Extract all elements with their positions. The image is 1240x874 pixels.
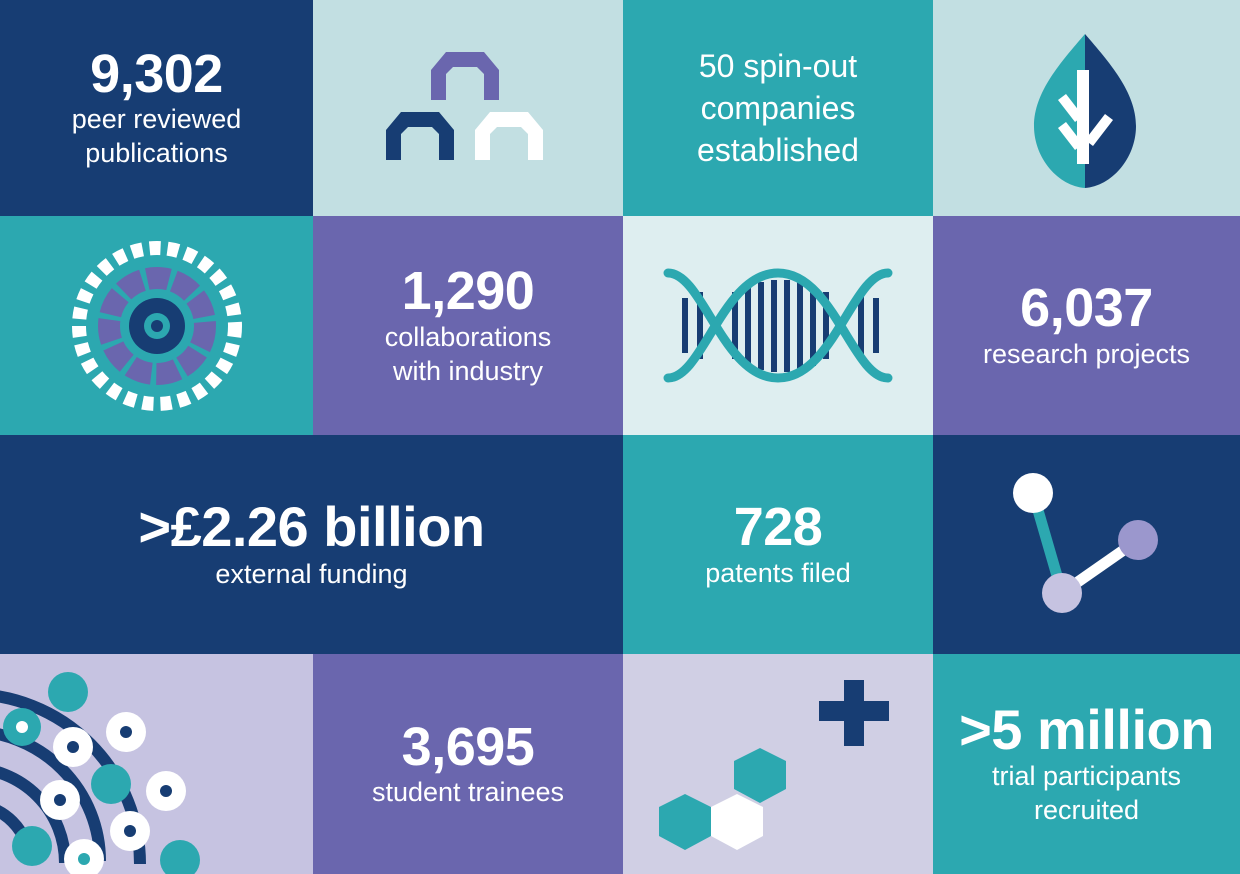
- funding-label-line1: external funding: [215, 558, 408, 589]
- spinouts-tile: 50 spin-out companies established: [623, 0, 933, 216]
- target-tile: [0, 216, 313, 435]
- patents-number: 728: [733, 497, 823, 558]
- collaborations-label-line1: collaborations: [384, 321, 552, 352]
- leaf-icon: [1034, 34, 1136, 188]
- hexagons-tile: [623, 654, 933, 874]
- hexagons-plus-icon: [659, 680, 889, 850]
- trainees-number: 3,695: [401, 716, 535, 777]
- projects-label-line1: research projects: [982, 338, 1191, 369]
- publications-number: 9,302: [90, 43, 223, 104]
- collaborations-tile: 1,290 collaborations with industry: [313, 216, 623, 435]
- dots-tile: [0, 654, 313, 874]
- target-icon: [72, 241, 242, 411]
- collaborations-number: 1,290: [401, 261, 535, 322]
- funding-number: >£2.26 billion: [138, 495, 485, 559]
- projects-number: 6,037: [1020, 278, 1153, 339]
- leaf-tile: [933, 0, 1240, 216]
- patents-tile: 728 patents filed: [623, 435, 933, 654]
- spinouts-line2: companies: [700, 90, 856, 126]
- participants-label-line2: recruited: [1033, 795, 1140, 826]
- arches-icon: [386, 52, 543, 160]
- participants-label-line1: trial participants: [991, 761, 1182, 792]
- patents-label-line1: patents filed: [705, 557, 851, 588]
- dot-arcs-icon: [0, 672, 200, 874]
- molecule-icon: [1013, 473, 1158, 613]
- dna-tile: [623, 216, 933, 435]
- projects-tile: 6,037 research projects: [933, 216, 1240, 435]
- trainees-tile: 3,695 student trainees: [313, 654, 623, 874]
- publications-tile: 9,302 peer reviewed publications: [0, 0, 313, 216]
- spinouts-line3: established: [697, 132, 859, 168]
- publications-label-line1: peer reviewed: [71, 104, 242, 135]
- spinouts-line1: 50 spin-out: [698, 48, 858, 84]
- collaborations-label-line2: with industry: [392, 355, 544, 386]
- dna-icon: [663, 268, 893, 383]
- participants-tile: >5 million trial participants recruited: [933, 654, 1240, 874]
- trainees-label-line1: student trainees: [371, 777, 565, 808]
- molecule-tile: [933, 435, 1240, 654]
- arches-tile: [313, 0, 623, 216]
- publications-label-line2: publications: [85, 138, 228, 169]
- participants-number: >5 million: [959, 697, 1214, 761]
- funding-tile: >£2.26 billion external funding: [0, 435, 623, 654]
